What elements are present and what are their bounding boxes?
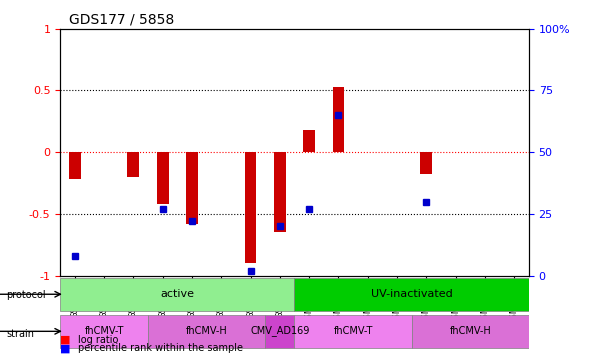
- FancyBboxPatch shape: [60, 315, 148, 348]
- Text: CMV_AD169: CMV_AD169: [250, 325, 310, 336]
- Bar: [332, 87, 344, 152]
- FancyBboxPatch shape: [148, 315, 265, 348]
- Text: ■: ■: [60, 335, 70, 345]
- Text: strain: strain: [6, 329, 34, 339]
- FancyBboxPatch shape: [412, 315, 529, 348]
- Text: ■: ■: [60, 343, 70, 353]
- Text: GDS177 / 5858: GDS177 / 5858: [70, 12, 175, 26]
- Bar: [127, 152, 139, 177]
- Text: fhCMV-T: fhCMV-T: [334, 326, 373, 336]
- Bar: [274, 152, 285, 232]
- Text: fhCMV-H: fhCMV-H: [186, 326, 227, 336]
- FancyBboxPatch shape: [60, 277, 294, 311]
- Text: log ratio: log ratio: [78, 335, 118, 345]
- FancyBboxPatch shape: [294, 277, 529, 311]
- Text: fhCMV-T: fhCMV-T: [84, 326, 124, 336]
- Bar: [186, 152, 198, 224]
- Text: active: active: [160, 288, 194, 298]
- Bar: [304, 130, 315, 152]
- Text: protocol: protocol: [6, 290, 46, 300]
- FancyBboxPatch shape: [265, 315, 294, 348]
- Bar: [245, 152, 257, 263]
- Bar: [157, 152, 168, 204]
- Bar: [421, 152, 432, 174]
- Text: percentile rank within the sample: percentile rank within the sample: [78, 343, 243, 353]
- Text: fhCMV-H: fhCMV-H: [450, 326, 491, 336]
- Text: UV-inactivated: UV-inactivated: [371, 288, 453, 298]
- FancyBboxPatch shape: [294, 315, 412, 348]
- Bar: [69, 152, 81, 179]
